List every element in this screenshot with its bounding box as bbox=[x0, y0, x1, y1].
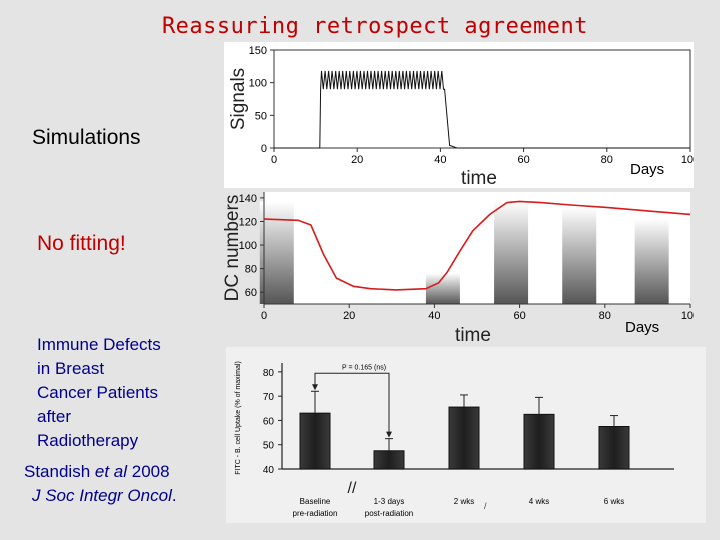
slide-title: Reassuring retrospect agreement bbox=[161, 14, 589, 39]
y-tick-label: 50 bbox=[263, 441, 275, 452]
y-tick-label: 150 bbox=[249, 45, 267, 57]
x-tick-label: 100 bbox=[681, 310, 694, 322]
y-axis-label: Signals bbox=[228, 68, 249, 130]
fitc-bar bbox=[373, 450, 405, 470]
immune-defects-line: Radiotherapy bbox=[37, 431, 139, 450]
y-tick-label: 80 bbox=[245, 264, 257, 276]
x-tick-label: 40 bbox=[428, 310, 440, 322]
x-category-label: Baseline bbox=[300, 497, 331, 506]
x-tick-label: 80 bbox=[601, 154, 613, 166]
significance-bracket bbox=[314, 372, 390, 437]
fitc-bar bbox=[523, 413, 555, 470]
x-category-label: 2 wks bbox=[454, 497, 474, 506]
y-tick-label: 140 bbox=[239, 193, 257, 205]
x-tick-label: 20 bbox=[343, 310, 355, 322]
immune-defects-label: Immune Defects in Breast Cancer Patients… bbox=[37, 333, 227, 453]
fitc-bar-chart: 40 50 60 70 80 FITC - B. cell Uptake (% of ma… bbox=[226, 347, 706, 523]
x-category-label: post-radiation bbox=[365, 509, 413, 518]
citation-etal: et al bbox=[94, 462, 128, 481]
y-tick-label: 60 bbox=[245, 287, 257, 299]
x-category-label: 4 wks bbox=[529, 497, 549, 506]
simulated-dc-series bbox=[263, 200, 691, 291]
x-unit-label: Days bbox=[630, 161, 664, 178]
immune-defects-line: Immune Defects bbox=[37, 335, 161, 354]
bracket-arrow bbox=[312, 384, 318, 391]
fitc-bar bbox=[299, 412, 331, 470]
stray-mark: / bbox=[484, 501, 487, 511]
x-tick-label: 0 bbox=[261, 310, 267, 322]
x-axis-label: time bbox=[455, 325, 491, 346]
dc-bar bbox=[259, 201, 294, 304]
y-tick-label: 100 bbox=[249, 78, 267, 90]
x-category-label: 6 wks bbox=[604, 497, 624, 506]
x-category-label: 1-3 days bbox=[374, 497, 405, 506]
y-tick-label: 60 bbox=[263, 416, 275, 427]
fitc-bar bbox=[448, 406, 480, 470]
y-tick-label: 120 bbox=[239, 216, 257, 228]
axis-break-mark: // bbox=[348, 480, 357, 497]
p-value-annotation: P = 0.165 (ns) bbox=[342, 364, 386, 371]
y-tick-label: 40 bbox=[263, 465, 275, 476]
immune-defects-line: Cancer Patients bbox=[37, 383, 158, 402]
y-tick-label: 50 bbox=[255, 110, 267, 122]
chart-background bbox=[224, 42, 694, 188]
signals-chart: 050100150020406080100SignalstimeDays bbox=[224, 42, 694, 189]
y-tick-label: 0 bbox=[261, 143, 267, 155]
fitc-bar bbox=[598, 426, 630, 470]
x-axis-label: time bbox=[461, 168, 497, 189]
x-tick-label: 40 bbox=[434, 154, 446, 166]
immune-defects-line: in Breast bbox=[37, 359, 105, 378]
citation-journal: J Soc Integr Oncol bbox=[32, 486, 172, 505]
y-axis-label: DC numbers bbox=[222, 195, 243, 302]
simulations-label: Simulations bbox=[32, 126, 141, 149]
citation: Standish et al 2008 J Soc Integr Oncol. bbox=[24, 460, 177, 508]
dc-bar bbox=[634, 219, 669, 304]
x-tick-label: 100 bbox=[681, 154, 694, 166]
citation-line-2: J Soc Integr Oncol. bbox=[24, 484, 177, 508]
bracket-arrow bbox=[386, 431, 392, 438]
citation-year: 2008 bbox=[127, 462, 170, 481]
dc-bar bbox=[494, 201, 529, 304]
y-tick-label: 100 bbox=[239, 240, 257, 252]
x-tick-label: 0 bbox=[271, 154, 277, 166]
citation-author: Standish bbox=[24, 462, 95, 481]
citation-dot: . bbox=[171, 486, 177, 505]
immune-defects-line: after bbox=[37, 407, 72, 426]
signal-series bbox=[274, 70, 690, 149]
x-tick-label: 20 bbox=[351, 154, 363, 166]
x-tick-label: 60 bbox=[513, 310, 525, 322]
dc-bar bbox=[562, 207, 597, 304]
chart-background bbox=[264, 192, 690, 304]
y-tick-label: 80 bbox=[263, 368, 275, 379]
y-tick-label: 70 bbox=[263, 392, 275, 403]
no-fitting-label: No fitting! bbox=[37, 232, 126, 255]
x-unit-label: Days bbox=[625, 319, 659, 336]
dc-numbers-chart: 6080100120140020406080100DC numberstimeD… bbox=[222, 192, 694, 346]
citation-line-1: Standish et al 2008 bbox=[24, 460, 177, 484]
x-tick-label: 60 bbox=[517, 154, 529, 166]
y-axis-label: FITC - B. cell Uptake (% of maximal) bbox=[235, 361, 242, 475]
x-tick-label: 80 bbox=[599, 310, 611, 322]
x-category-label: pre-radiation bbox=[293, 509, 338, 518]
